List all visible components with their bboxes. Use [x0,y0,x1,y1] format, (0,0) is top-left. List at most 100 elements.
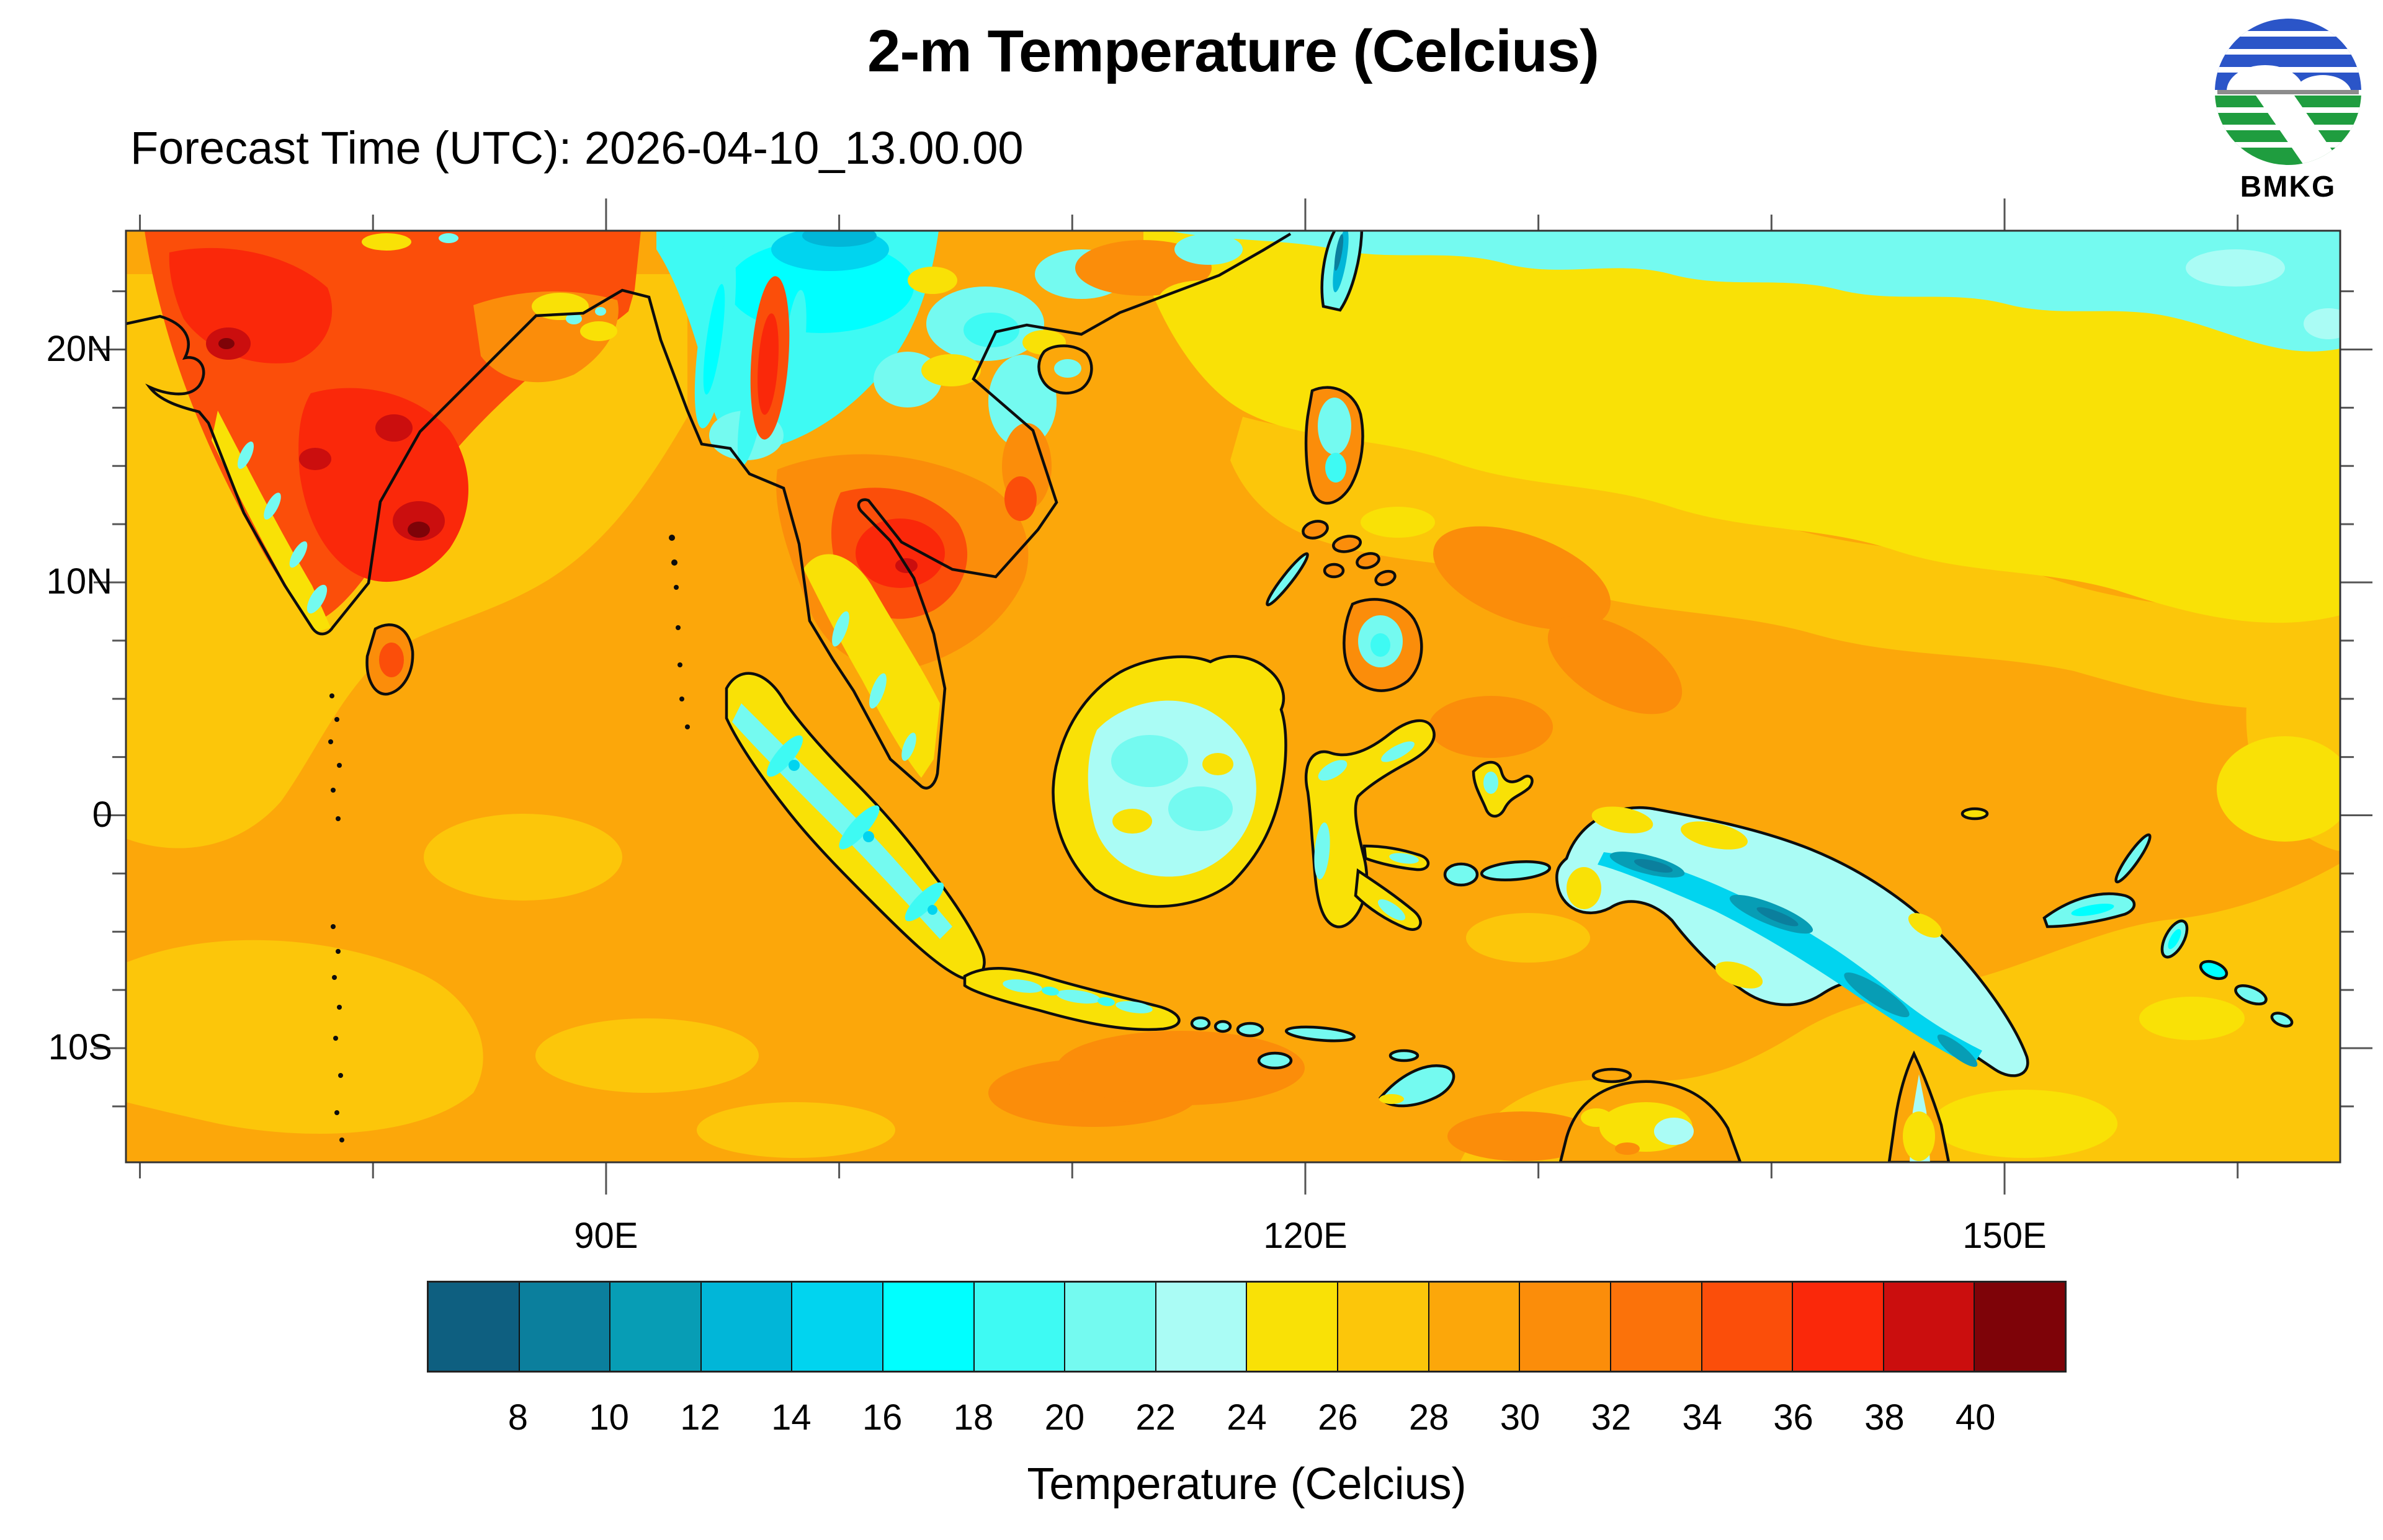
temp-region [1931,1090,2117,1158]
colorbar-value-22: 22 [1135,1397,1176,1438]
temp-region [439,233,458,243]
temp-region [905,882,944,922]
map-shape [334,1110,339,1115]
temp-region [1056,989,1101,1004]
map-shape [331,788,336,793]
colorbar-cell-15 [1793,1283,1884,1371]
map-shape [337,1005,342,1010]
map-shape [2215,49,2361,55]
temp-region [1681,821,1748,850]
temp-region [126,940,483,1134]
temp-region [1937,1034,1978,1067]
colorbar-value-36: 36 [1773,1397,1813,1438]
colorbar-cell-8 [1156,1283,1248,1371]
map-area [94,198,2372,1195]
temp-region [2186,249,2285,287]
temp-region [908,267,957,294]
temp-region [1333,231,1349,293]
temp-region [1447,1111,1596,1161]
island-visayas [1331,535,1362,553]
lat-label-20N: 20N [46,328,112,369]
atoll-dots [328,535,690,1142]
map-shape [337,763,342,768]
temp-region [1004,476,1037,521]
temp-region [566,313,582,324]
colorbar-cell-4 [792,1283,884,1371]
temp-region [379,643,404,677]
colorbar-cell-5 [883,1283,975,1371]
page-title: 2-m Temperature (Celcius) [867,18,1599,84]
map-shape [2215,67,2361,73]
temp-region [1361,507,1435,538]
temp-region [1054,359,1081,378]
temperature-map [94,198,2372,1195]
island-mindoro [1302,520,1329,540]
map-shape [671,559,677,566]
lat-label-10N: 10N [46,561,112,602]
temp-region [1230,417,2340,709]
temp-region [237,441,254,470]
lon-label-120E: 120E [1263,1216,1348,1256]
temp-region [2217,736,2340,842]
temp-region [766,735,803,777]
temp-region [306,584,328,614]
temp-region [1115,1001,1153,1013]
colorbar-cell-2 [610,1283,702,1371]
temp-region [1202,753,1233,775]
temp-region [2168,928,2181,950]
island-visayas [1356,552,1380,569]
map-shape [331,924,336,929]
temp-region [1057,1031,1305,1105]
temp-region [1567,867,1601,909]
colorbar-cell-0 [429,1283,520,1371]
temp-region [408,522,430,538]
temp-region [832,611,849,647]
temp-region [928,905,937,915]
island-wetar [1388,1049,1420,1062]
island-sumba [1257,1051,1293,1070]
island-admiralty [1960,807,1989,821]
map-shape [328,739,333,744]
map-shape [329,693,334,698]
temp-region [758,313,779,415]
temp-region [1168,231,2340,352]
map-shape [339,1137,344,1142]
temp-region [856,519,945,588]
temp-region [1334,234,1344,271]
temp-region [1466,913,1590,963]
temp-region [1756,907,1799,927]
lon-label-150E: 150E [1962,1216,2047,1256]
map-shape [2215,142,2361,148]
temp-region [1908,913,1943,938]
temp-region [2139,997,2245,1040]
island-visayas [1323,563,1345,579]
temp-region [1903,1111,1935,1161]
map-shape [338,1073,343,1078]
bmkg-logo-art [2215,19,2361,165]
temp-region [1174,234,1243,265]
map-shape [333,1036,338,1041]
island-bali [1190,1016,1211,1031]
colorbar-value-30: 30 [1500,1397,1540,1438]
forecast-time-label: Forecast Time (UTC): 2026-04-10_13.00.00 [130,122,1024,174]
temp-region [580,321,617,341]
colorbar-cell-3 [701,1283,793,1371]
colorbar-value-14: 14 [771,1397,811,1438]
colorbar-cell-14 [1702,1283,1794,1371]
colorbar-value-28: 28 [1408,1397,1449,1438]
temp-region [595,307,606,316]
temp-region [1318,398,1351,455]
temp-region [1615,1142,1640,1155]
colorbar-cell-6 [974,1283,1066,1371]
colorbar-cell-13 [1611,1283,1702,1371]
colorbar [427,1281,2067,1373]
temp-region [1433,526,1611,630]
colorbar-cell-10 [1338,1283,1429,1371]
temp-region [1003,979,1042,993]
temp-region [839,805,880,850]
temp-region [2071,904,2114,916]
map-shape [674,585,679,590]
temp-region [299,448,331,470]
colorbar-value-10: 10 [589,1397,629,1438]
